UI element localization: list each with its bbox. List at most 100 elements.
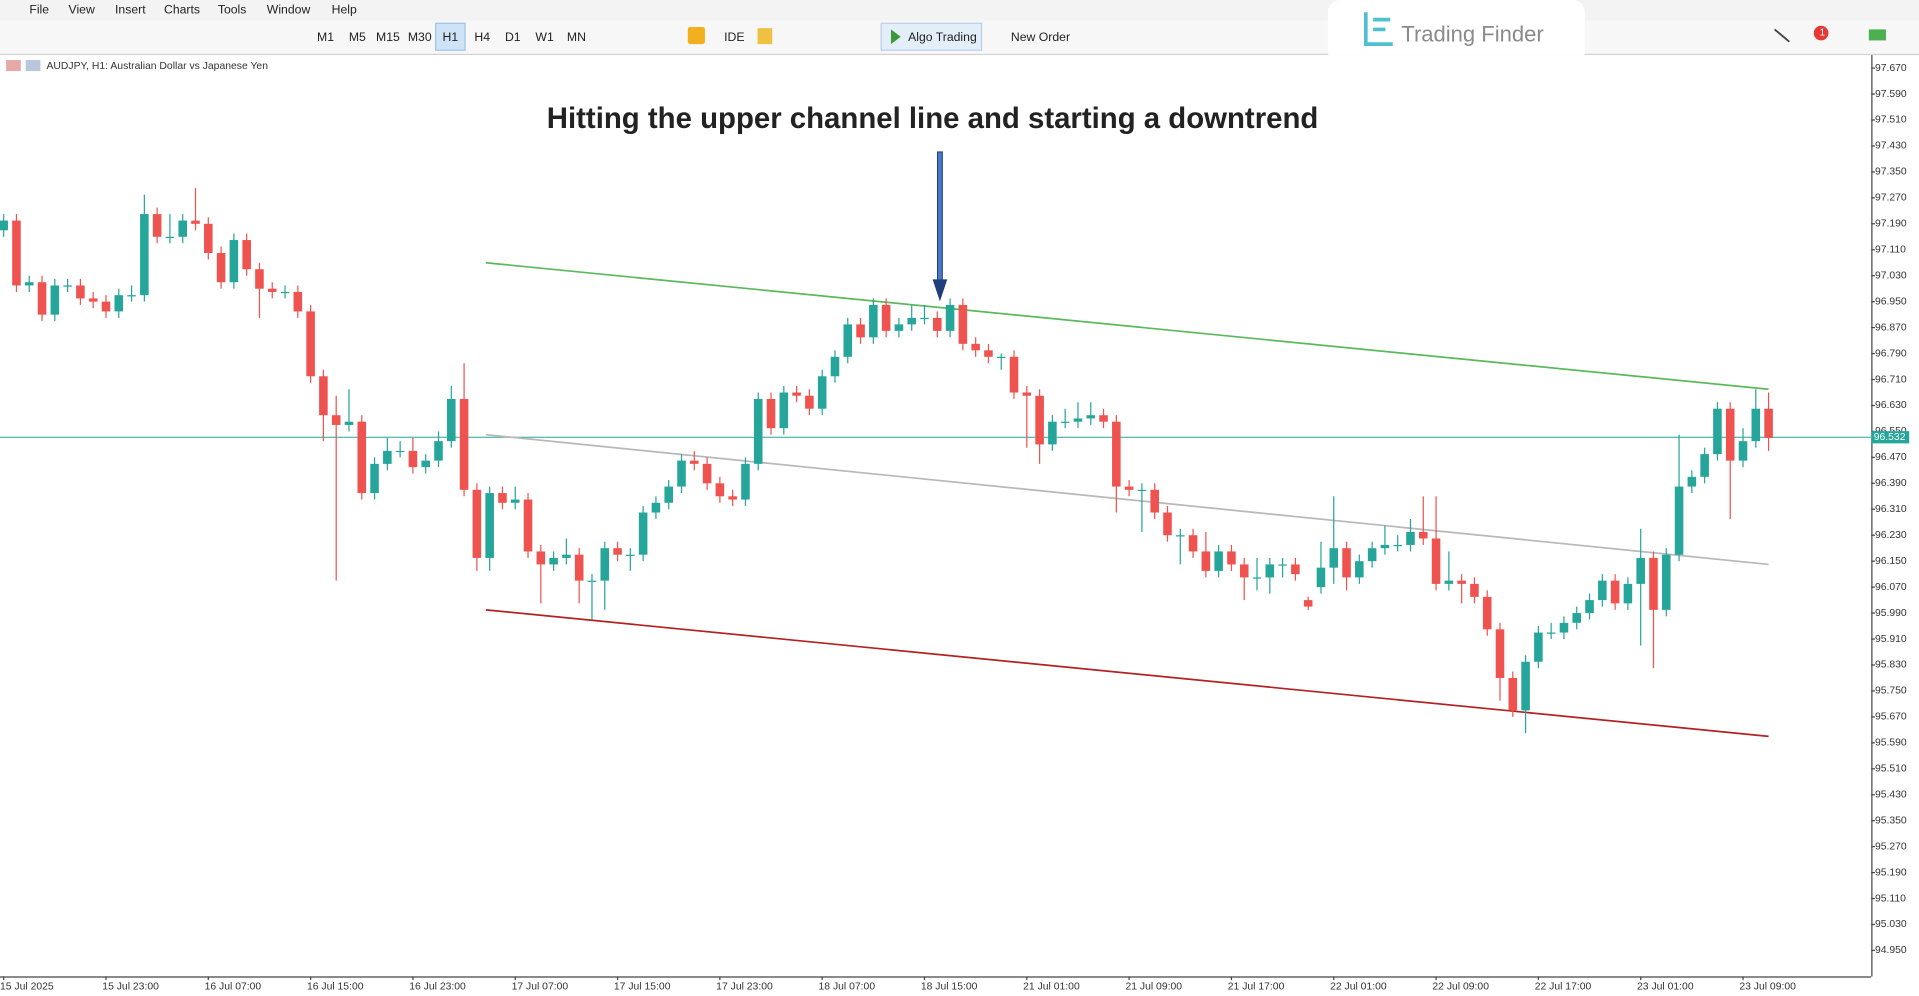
timeframe-button[interactable]: M5 [349, 30, 366, 44]
candle-body [101, 301, 111, 312]
annotation-arrow-head [932, 279, 948, 302]
candle-body [1482, 596, 1492, 630]
timeframe-button[interactable]: W1 [535, 30, 554, 44]
candle-body [421, 460, 431, 468]
candle-body [267, 288, 277, 292]
candle-body [1725, 408, 1735, 461]
candle-body [1048, 421, 1057, 445]
menu-item[interactable]: Help [332, 3, 357, 17]
icon [757, 28, 773, 45]
candle-body [447, 398, 456, 442]
candle-body [1239, 564, 1249, 578]
candle-body [715, 483, 725, 497]
y-tick-label: 94.950 [1875, 945, 1907, 956]
channel-line [485, 608, 1769, 738]
notification-count: 1 [1820, 28, 1825, 39]
candle-body [1252, 577, 1262, 579]
y-tick-label: 97.350 [1875, 167, 1907, 178]
candle-body [1175, 535, 1185, 537]
candle-body [971, 343, 980, 351]
x-tick-label: 18 Jul 07:00 [819, 982, 876, 993]
timeframe-button[interactable]: M15 [376, 30, 400, 44]
last-price-tag [1871, 431, 1910, 444]
timeframe-button[interactable]: M30 [408, 30, 432, 44]
candle-body [1661, 554, 1671, 610]
candle-body [114, 295, 124, 312]
candle-body [1022, 392, 1032, 396]
symbol-header: AUDJPY, H1: Australian Dollar vs Japanes… [47, 61, 269, 72]
candle-body [984, 350, 993, 357]
y-tick-label: 97.190 [1875, 219, 1907, 230]
candle-body [574, 554, 584, 581]
timeframe-button[interactable]: H1 [443, 30, 459, 44]
y-tick-label: 97.030 [1875, 270, 1907, 281]
y-tick-label: 95.590 [1875, 738, 1907, 749]
candle-body [766, 398, 776, 429]
menu-item[interactable]: Window [267, 3, 311, 17]
x-tick-label: 16 Jul 07:00 [205, 982, 262, 993]
candle-body [204, 223, 213, 254]
candle-body [1687, 476, 1697, 487]
candle-body [894, 324, 904, 331]
y-tick-label: 95.750 [1875, 686, 1907, 697]
candle-body [728, 496, 737, 500]
candle-body [1291, 564, 1300, 575]
candle-body [1099, 415, 1108, 422]
candle-body [50, 285, 60, 315]
candle-body [1585, 600, 1594, 614]
toolbar-button[interactable]: IDE [724, 30, 744, 44]
candle-body [1009, 356, 1019, 393]
candle-body [1418, 531, 1428, 539]
candle-body [523, 499, 533, 552]
candle-body [1355, 561, 1364, 578]
candle-body [191, 220, 200, 224]
candle-body [434, 441, 443, 461]
timeframe-button[interactable]: MN [567, 30, 586, 44]
candle-body [1342, 548, 1351, 578]
candle-body [817, 376, 827, 409]
candle-body [216, 253, 226, 283]
menu-item[interactable]: Charts [164, 3, 200, 17]
x-tick-label: 18 Jul 15:00 [921, 982, 978, 993]
candle-body [1546, 632, 1556, 634]
candle-body [485, 493, 494, 558]
candle-body [779, 392, 789, 429]
y-tick-label: 95.430 [1875, 789, 1907, 800]
candle-body [472, 489, 482, 558]
channel-line [485, 261, 1769, 391]
candle-body [1649, 557, 1658, 610]
y-tick-label: 96.950 [1875, 296, 1907, 307]
toolbar-button[interactable]: Algo Trading [908, 30, 977, 44]
last-price-label: 96.532 [1874, 432, 1906, 443]
candle-body [996, 356, 1006, 359]
candle-body [958, 304, 968, 344]
menu-item[interactable]: Tools [218, 3, 247, 17]
x-tick-label: 22 Jul 01:00 [1330, 982, 1387, 993]
timeframe-button[interactable]: D1 [505, 30, 521, 44]
timeframe-button[interactable]: H4 [474, 30, 490, 44]
candle-body [562, 554, 571, 558]
candle-body [856, 324, 865, 338]
candle-body [702, 463, 712, 484]
menu-item[interactable]: Insert [115, 3, 146, 17]
y-tick-label: 97.430 [1875, 141, 1907, 152]
candle-body [76, 285, 85, 299]
menu-item[interactable]: File [29, 3, 49, 17]
search-icon[interactable] [1773, 28, 1790, 43]
menu-item[interactable]: View [69, 3, 95, 17]
y-tick-label: 97.110 [1875, 245, 1906, 256]
y-tick-label: 96.150 [1875, 556, 1907, 567]
toolbar-button[interactable]: New Order [1011, 30, 1070, 44]
candle-body [1470, 583, 1479, 597]
candle-body [178, 220, 188, 237]
y-tick-label: 96.470 [1875, 452, 1907, 463]
candle-body [408, 450, 418, 468]
candle-body [357, 421, 367, 494]
y-tick-label: 95.350 [1875, 815, 1907, 826]
candle-body [1367, 548, 1377, 562]
algo-trading-button-bg[interactable] [880, 22, 983, 51]
logo-box [1327, 0, 1585, 64]
y-tick-label: 96.790 [1875, 348, 1907, 359]
timeframe-button[interactable]: M1 [317, 30, 334, 44]
